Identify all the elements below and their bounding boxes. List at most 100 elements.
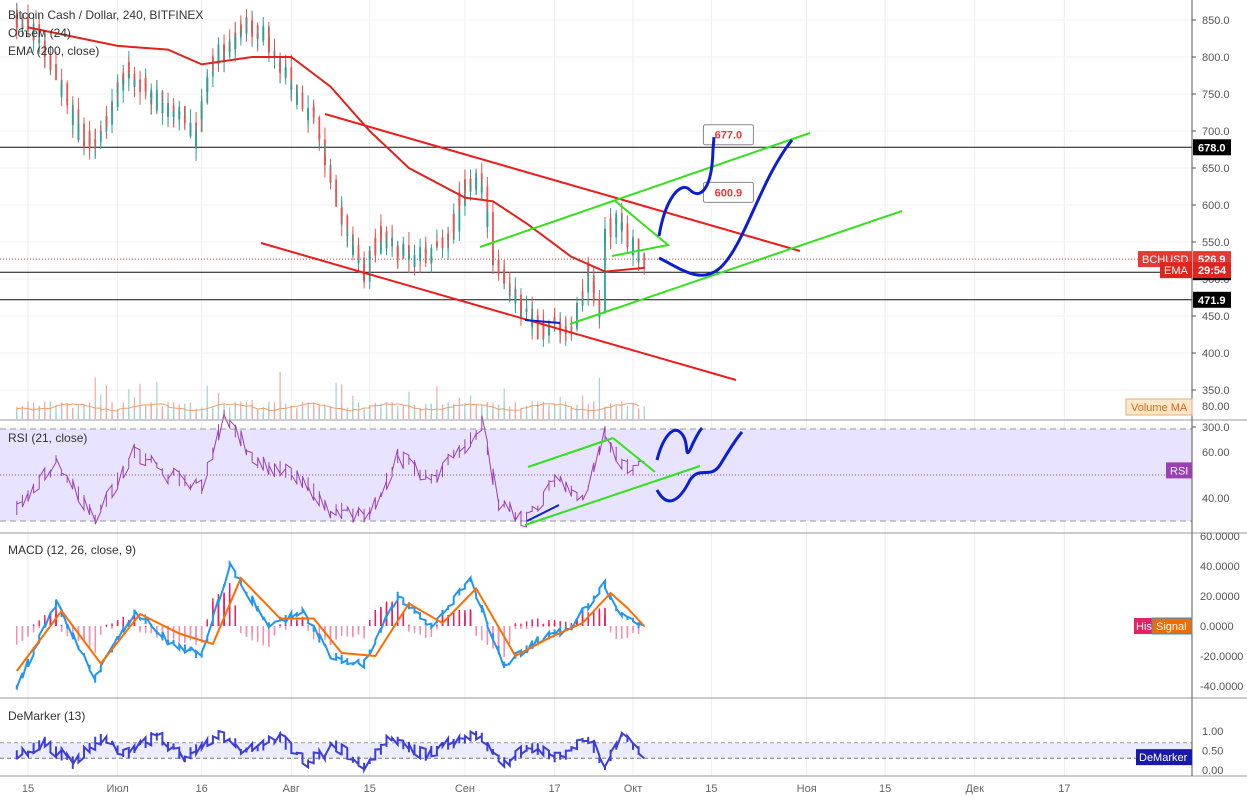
volume-bar [458,397,460,419]
macd-histogram-bar [481,626,483,634]
candle-body [183,116,186,124]
volume-bar [167,403,169,419]
rsi-pennant[interactable] [612,437,656,473]
volume-legend: Объем (24) [8,26,71,40]
candle-body [71,109,74,119]
price-axis-badge-text: 471.9 [1198,295,1226,307]
candle-body [609,218,612,226]
candle-body [172,111,175,117]
candle-body [267,37,270,51]
volume-bar [385,401,388,419]
macd-histogram-bar [21,626,24,641]
candle-body [88,139,91,149]
price-tick-label: 400.0 [1202,348,1230,360]
macd-histogram-bar [369,620,371,626]
volume-bar [497,404,500,419]
macd-histogram-bar [453,611,455,626]
candle-body [503,269,506,284]
macd-histogram-bar [615,626,617,637]
rsi-channel-upper[interactable] [527,437,614,468]
volume-bar [21,407,23,419]
rsi-drawings[interactable] [524,426,744,526]
volume-bar [374,402,376,419]
blue-projection-path-1[interactable] [657,136,716,237]
volume-bar [357,410,360,419]
red-support-trendline[interactable] [260,242,737,381]
volume-bar [430,403,432,419]
macd-histogram-bar [520,623,522,626]
macd-histogram-bar [374,609,377,626]
volume-bar [525,413,528,419]
rsi-blue-projection-1[interactable] [655,426,704,461]
demarker-tick-label: 0.50 [1202,746,1223,758]
volume-bar [195,408,197,419]
green-channel-upper[interactable] [479,132,811,248]
candle-body [139,91,141,93]
red-resistance-trendline[interactable] [324,113,801,252]
volume-bar [632,414,634,419]
volume-bar [16,409,18,419]
volume-bar [234,404,236,419]
demarker-pane[interactable] [0,729,1192,774]
price-pane[interactable]: 677.0 600.9 [0,2,1192,428]
volume-bar [447,409,449,419]
signal-line [15,576,645,672]
candle-body [430,247,433,263]
candle-body [604,232,606,244]
macd-histogram-bar [49,612,52,626]
macd-histogram-bar [318,626,320,635]
macd-histogram-bar [637,626,640,635]
candle-body [83,141,85,145]
candle-body [21,14,24,16]
candle-body [195,131,197,148]
green-pennant[interactable] [611,199,671,257]
volume-bar [145,413,147,419]
green-channel-lower[interactable] [569,210,903,325]
macd-histogram-bar [497,626,500,651]
candle-body [144,78,147,92]
trend-drawings[interactable] [260,113,903,381]
macd-histogram-bar [72,626,74,633]
volume-bar [464,404,466,419]
macd-histogram-bar [458,610,461,626]
rsi-channel-lower[interactable] [524,465,701,526]
candle-body [486,212,489,216]
macd-histogram-bar [60,626,63,632]
candle-body [424,249,427,264]
macd-histogram-bar [391,604,393,626]
volume-ma-line [16,402,640,412]
macd-histogram-bar [481,626,483,641]
macd-histogram-bar [430,626,433,638]
blue-bottom-mark[interactable] [524,319,561,324]
rsi-blue-projection-2[interactable] [655,431,744,503]
price-axis-badge [1193,291,1231,308]
rsi-line [16,409,645,528]
candle-body [548,321,550,336]
blue-projection-path-2[interactable] [658,139,794,277]
candle-body [637,253,640,263]
macd-pane[interactable] [15,559,645,690]
rsi-blue-mark[interactable] [526,504,560,522]
volume-bar [156,381,158,419]
price-callout [702,124,754,146]
series-tag [1160,262,1192,279]
candle-body [122,73,125,78]
volume-bar [72,413,74,419]
ema-line [27,26,645,273]
volume-bar [587,403,589,419]
macd-histogram-bar [307,625,309,627]
price-tick-label: 300.0 [1202,422,1230,434]
demarker-band-fill [0,742,1192,759]
macd-histogram-bar [447,615,449,626]
volume-bar [257,411,259,419]
volume-bar [94,377,96,419]
macd-histogram-bar [290,619,292,626]
candle-body [346,234,349,236]
candle-body [368,255,371,260]
macd-histogram-bar [425,626,427,638]
candle-body [295,92,298,105]
macd-histogram-bar [525,626,528,629]
macd-histogram-bar [514,626,517,629]
